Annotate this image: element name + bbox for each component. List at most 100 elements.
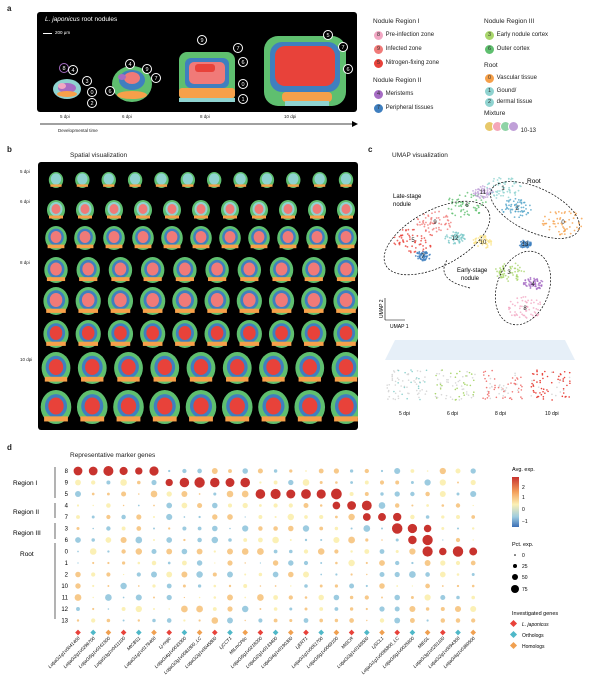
dot bbox=[424, 594, 431, 601]
section bbox=[74, 226, 96, 250]
dot bbox=[75, 537, 81, 543]
row-10dpi: 10 dpi bbox=[20, 357, 33, 362]
svg-text:0: 0 bbox=[241, 82, 244, 88]
dot bbox=[121, 526, 126, 531]
dot bbox=[198, 619, 201, 622]
dot bbox=[422, 534, 433, 546]
dot bbox=[136, 572, 141, 577]
section bbox=[113, 390, 144, 424]
section bbox=[105, 200, 123, 220]
dot bbox=[241, 605, 249, 613]
dot bbox=[288, 595, 293, 600]
section bbox=[75, 172, 90, 188]
panel-d-title: Representative marker genes bbox=[70, 452, 156, 459]
dot bbox=[395, 480, 400, 485]
umap-axes: UMAP 2 UMAP 1 bbox=[379, 298, 409, 330]
dot bbox=[366, 573, 368, 576]
row-label: 0 bbox=[65, 550, 69, 556]
umap-cluster-label: 5 bbox=[411, 238, 415, 244]
gene-marker bbox=[211, 629, 218, 636]
dot bbox=[273, 480, 278, 485]
dot bbox=[197, 537, 202, 543]
dot bbox=[138, 493, 140, 495]
dot bbox=[258, 526, 263, 531]
dot bbox=[197, 468, 202, 474]
dot bbox=[348, 536, 355, 544]
umap-cluster: 2 bbox=[501, 197, 532, 219]
dot bbox=[243, 584, 248, 588]
color-bar bbox=[512, 477, 519, 527]
dot bbox=[165, 478, 173, 487]
dot bbox=[273, 607, 278, 611]
row-5dpi: 5 dpi bbox=[20, 169, 30, 174]
dot bbox=[258, 618, 263, 623]
dot bbox=[394, 594, 400, 601]
gene-label: MtEGL bbox=[417, 635, 431, 649]
dot bbox=[182, 584, 186, 588]
svg-text:1: 1 bbox=[241, 97, 244, 103]
section bbox=[107, 320, 134, 348]
dot bbox=[228, 584, 232, 588]
dot bbox=[334, 618, 339, 623]
early-stage-label: Early-stage bbox=[457, 268, 488, 274]
umap-cluster-label: 2 bbox=[515, 206, 519, 212]
umap-cluster-label: 12 bbox=[452, 236, 459, 242]
dot bbox=[301, 489, 311, 499]
dot bbox=[288, 560, 294, 566]
umap-cluster-label: 7 bbox=[421, 254, 425, 260]
section bbox=[330, 390, 362, 424]
dot bbox=[121, 607, 126, 611]
dot bbox=[426, 504, 429, 507]
section bbox=[41, 352, 71, 384]
section bbox=[248, 226, 270, 250]
dot bbox=[287, 513, 295, 521]
section bbox=[134, 200, 152, 220]
dot bbox=[319, 514, 324, 520]
section bbox=[335, 226, 357, 250]
dot bbox=[242, 525, 249, 532]
dot bbox=[320, 573, 323, 576]
dot bbox=[290, 585, 292, 587]
dot bbox=[288, 479, 294, 486]
dot bbox=[91, 538, 95, 542]
svg-text:6: 6 bbox=[346, 67, 349, 73]
dot bbox=[227, 560, 233, 566]
svg-text:0: 0 bbox=[90, 90, 93, 96]
row-label: 13 bbox=[61, 619, 68, 625]
dot bbox=[259, 608, 262, 610]
color-legend-title: Avg. exp. bbox=[512, 467, 535, 473]
dot bbox=[197, 584, 202, 588]
section bbox=[334, 257, 358, 283]
legend-item: 1 Gound/ bbox=[484, 86, 537, 97]
section bbox=[47, 200, 65, 220]
dot bbox=[107, 550, 110, 553]
dot bbox=[181, 605, 188, 613]
dot bbox=[92, 607, 95, 611]
dot bbox=[394, 491, 400, 497]
gene-marker bbox=[333, 629, 340, 636]
dot bbox=[442, 539, 444, 541]
dot bbox=[120, 479, 127, 486]
dot bbox=[121, 549, 126, 554]
dot bbox=[105, 594, 112, 601]
gene-marker bbox=[90, 629, 97, 636]
dot bbox=[229, 527, 231, 530]
dot bbox=[394, 606, 400, 612]
dot bbox=[137, 585, 140, 587]
dot bbox=[196, 560, 203, 566]
dot bbox=[472, 504, 474, 507]
dot bbox=[153, 504, 155, 507]
section bbox=[185, 390, 217, 424]
row-label: 1 bbox=[65, 561, 69, 567]
gene-marker bbox=[439, 629, 446, 636]
dot bbox=[349, 469, 354, 473]
section bbox=[237, 257, 262, 283]
dot bbox=[304, 607, 308, 611]
dot bbox=[198, 515, 201, 519]
dot bbox=[394, 617, 401, 624]
section bbox=[337, 200, 355, 220]
dot bbox=[350, 550, 353, 553]
umap-y-label: UMAP 2 bbox=[379, 299, 385, 318]
dot bbox=[318, 594, 324, 601]
